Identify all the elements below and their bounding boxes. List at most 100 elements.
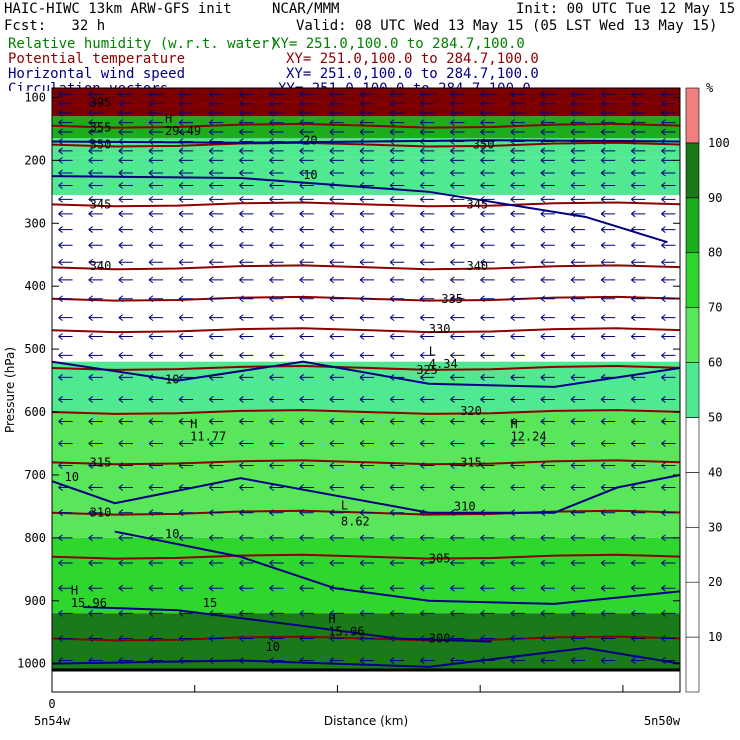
vector-arrow bbox=[419, 195, 435, 203]
rh-band-1 bbox=[52, 116, 680, 139]
vector-arrow bbox=[450, 351, 465, 359]
colorbar-bin-80 bbox=[685, 197, 700, 254]
vector-arrow bbox=[480, 351, 495, 359]
vector-arrow bbox=[148, 396, 163, 403]
vector-arrow bbox=[299, 138, 314, 145]
vector-arrow bbox=[570, 584, 586, 592]
vector-arrow bbox=[299, 484, 314, 491]
wind-contour-4 bbox=[114, 530, 680, 605]
vector-arrow bbox=[359, 147, 374, 155]
vector-arrow bbox=[329, 635, 344, 642]
vector-arrow bbox=[389, 90, 405, 98]
vector-arrow bbox=[600, 418, 616, 425]
vector-arrow bbox=[450, 295, 465, 303]
vector-arrow bbox=[208, 258, 224, 266]
vector-arrow bbox=[570, 241, 586, 249]
vector-arrow bbox=[269, 609, 284, 617]
vector-arrow bbox=[510, 440, 525, 447]
vector-arrow bbox=[510, 314, 525, 322]
vector-arrow bbox=[570, 226, 586, 233]
vector-arrow bbox=[359, 128, 374, 136]
vector-arrow bbox=[570, 182, 586, 189]
vector-arrow bbox=[208, 484, 224, 491]
vector-arrow bbox=[661, 484, 676, 491]
extremum-label-6: H bbox=[71, 583, 78, 597]
vector-arrow bbox=[269, 169, 284, 177]
vector-arrow bbox=[88, 226, 103, 233]
vector-arrow bbox=[239, 119, 254, 127]
vector-arrow bbox=[299, 374, 314, 381]
vector-arrow bbox=[178, 559, 194, 567]
vector-arrow bbox=[118, 584, 133, 592]
vector-arrow bbox=[661, 418, 676, 425]
vector-arrow bbox=[419, 276, 435, 284]
vector-arrow bbox=[510, 156, 525, 164]
vector-arrow bbox=[58, 609, 73, 617]
vector-arrow bbox=[58, 314, 73, 322]
vector-arrow bbox=[419, 396, 435, 403]
extremum-label-4: L bbox=[341, 499, 348, 513]
vector-arrow bbox=[389, 333, 405, 340]
vector-arrow bbox=[329, 147, 344, 155]
vector-arrow bbox=[88, 351, 103, 359]
vector-arrow bbox=[510, 169, 525, 177]
vector-arrow bbox=[299, 462, 314, 469]
vector-arrow bbox=[480, 559, 495, 567]
vector-arrow bbox=[419, 210, 435, 218]
vector-arrow bbox=[419, 418, 435, 425]
vector-arrow bbox=[480, 226, 495, 233]
vector-arrow bbox=[600, 462, 616, 469]
vector-arrow bbox=[450, 119, 465, 127]
vector-arrow bbox=[208, 210, 224, 218]
vector-arrow bbox=[148, 509, 163, 517]
vector-arrow bbox=[178, 90, 194, 98]
vector-arrow bbox=[88, 119, 103, 127]
vector-arrow bbox=[419, 314, 435, 322]
vector-arrow bbox=[208, 241, 224, 249]
vector-arrow bbox=[208, 396, 224, 403]
vector-arrow bbox=[540, 258, 555, 266]
vector-arrow bbox=[630, 462, 646, 469]
vector-arrow bbox=[540, 484, 555, 491]
vector-arrow bbox=[389, 609, 405, 617]
vector-arrow bbox=[178, 241, 194, 249]
vector-arrow bbox=[239, 314, 254, 322]
vector-arrow bbox=[510, 226, 525, 233]
vector-arrow bbox=[239, 351, 254, 359]
vector-arrow bbox=[570, 484, 586, 491]
colorbar-tick-label: 40 bbox=[708, 465, 722, 479]
vector-arrow bbox=[118, 534, 133, 542]
vector-arrow bbox=[510, 258, 525, 266]
vector-arrow bbox=[480, 109, 495, 117]
vector-arrow bbox=[299, 295, 314, 303]
theta-label-6: 345 bbox=[466, 197, 488, 211]
vector-arrow bbox=[178, 147, 194, 155]
model-title: HAIC-HIWC 13km ARW-GFS init bbox=[4, 1, 232, 17]
vector-arrow bbox=[239, 509, 254, 517]
theta-label-11: 315 bbox=[90, 455, 112, 469]
vector-arrow bbox=[600, 195, 616, 203]
extremum-label-2: H bbox=[510, 417, 517, 431]
vector-arrow bbox=[88, 156, 103, 164]
vector-arrow bbox=[178, 333, 194, 340]
vector-arrow bbox=[630, 119, 646, 127]
vector-arrow bbox=[239, 169, 254, 177]
theta-label-15: 305 bbox=[429, 552, 451, 566]
vector-arrow bbox=[419, 128, 435, 136]
vector-arrow bbox=[510, 241, 525, 249]
vector-arrow bbox=[148, 484, 163, 491]
vector-arrow bbox=[148, 226, 163, 233]
vector-arrow bbox=[661, 226, 676, 233]
vector-arrow bbox=[600, 226, 616, 233]
vector-arrow bbox=[178, 396, 194, 403]
vector-arrow bbox=[389, 657, 405, 664]
vector-arrow bbox=[88, 462, 103, 469]
vector-arrow bbox=[419, 90, 435, 98]
vector-arrow bbox=[58, 374, 73, 381]
vector-arrow bbox=[570, 195, 586, 203]
vector-arrow bbox=[58, 100, 73, 108]
extremum-label-12: H bbox=[165, 112, 172, 126]
vector-arrow bbox=[510, 657, 525, 664]
vector-arrow bbox=[419, 484, 435, 491]
